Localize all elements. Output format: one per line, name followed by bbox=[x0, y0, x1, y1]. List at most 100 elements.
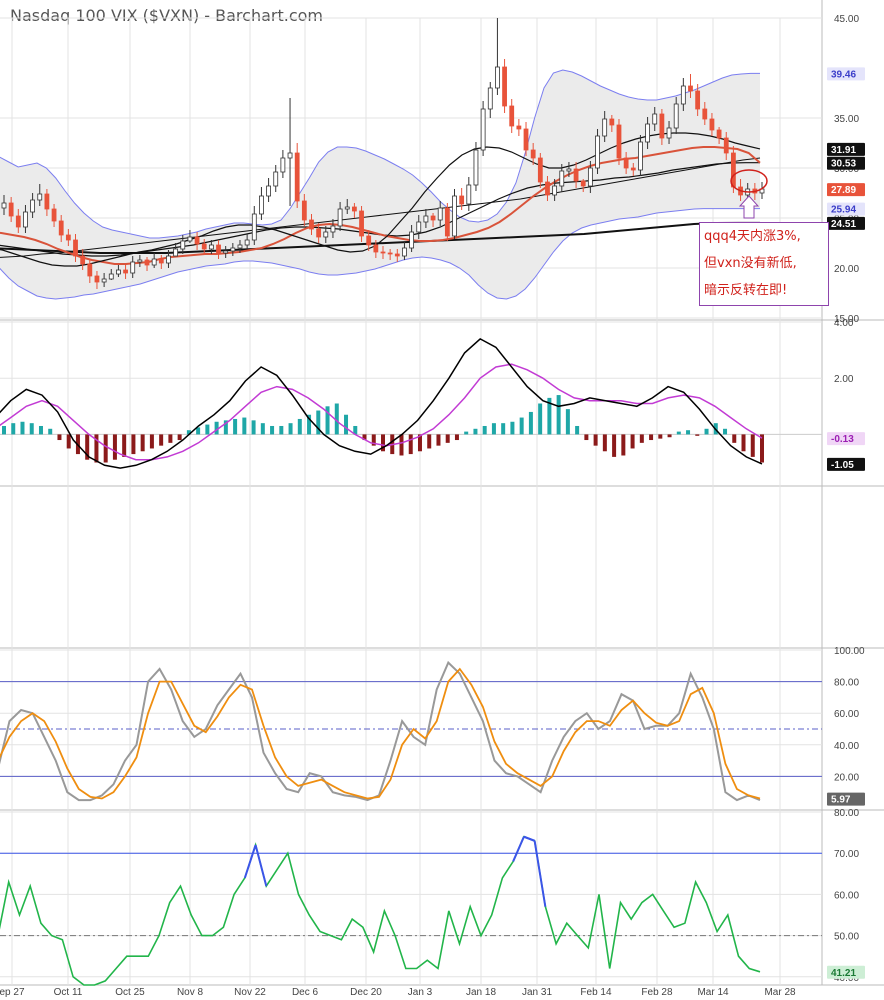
candle-body bbox=[559, 170, 565, 187]
macd-histogram-bar bbox=[454, 434, 459, 441]
macd-histogram-bar bbox=[131, 434, 136, 455]
stochastic-tick-label: 60.00 bbox=[834, 709, 859, 720]
candle-body bbox=[266, 185, 271, 197]
rsi-overbought-segment bbox=[254, 844, 268, 887]
macd-histogram-bar bbox=[344, 414, 349, 435]
x-tick-label: Dec 20 bbox=[350, 987, 382, 998]
candle-body bbox=[645, 123, 650, 143]
candle-body bbox=[15, 215, 21, 228]
candle-body bbox=[316, 228, 322, 238]
candle-body bbox=[416, 221, 422, 233]
annotation-arrow bbox=[738, 195, 760, 219]
candle-body bbox=[151, 258, 157, 266]
candle-body bbox=[616, 124, 622, 159]
macd-histogram-bar bbox=[732, 434, 737, 443]
macd-histogram-bar bbox=[686, 430, 691, 435]
rsi-overbought-segment bbox=[512, 836, 525, 862]
macd-histogram-bar bbox=[473, 428, 478, 435]
last-value-label: 25.94 bbox=[831, 205, 856, 216]
macd-histogram-bar bbox=[602, 434, 607, 452]
macd-histogram-bar bbox=[205, 424, 210, 435]
candle-body bbox=[487, 87, 493, 110]
candle-body bbox=[180, 240, 186, 250]
candle-body bbox=[409, 231, 415, 249]
candle-body bbox=[337, 208, 343, 227]
candle-body bbox=[216, 244, 221, 254]
candle-body bbox=[94, 275, 100, 283]
candle-body bbox=[130, 261, 136, 274]
candle-body bbox=[695, 90, 701, 110]
annotation-box: qqq4天内涨3%, 但vxn没有新低, 暗示反转在即! bbox=[699, 222, 829, 306]
candle-body bbox=[688, 85, 693, 92]
macd-histogram-bar bbox=[575, 425, 580, 435]
candle-body bbox=[58, 220, 64, 236]
candle-body bbox=[323, 231, 329, 238]
macd-histogram-bar bbox=[48, 428, 53, 435]
macd-histogram-bar bbox=[371, 434, 376, 446]
candle-body bbox=[251, 213, 257, 241]
candle-body bbox=[602, 118, 608, 137]
candle-body bbox=[509, 105, 515, 127]
macd-tick-label: 4.00 bbox=[834, 318, 854, 329]
macd-histogram-bar bbox=[427, 434, 432, 449]
annotation-line-1: qqq4天内涨3%, bbox=[704, 229, 801, 244]
candle-body bbox=[566, 168, 572, 172]
x-tick-label: Nov 8 bbox=[177, 987, 204, 998]
candle-body bbox=[466, 184, 472, 205]
macd-histogram-bar bbox=[621, 434, 626, 456]
x-tick-label: Dec 6 bbox=[292, 987, 319, 998]
candle-body bbox=[609, 118, 615, 126]
macd-histogram-bar bbox=[491, 423, 496, 435]
candle-body bbox=[287, 152, 293, 159]
rsi-tick-label: 80.00 bbox=[834, 808, 859, 819]
x-tick-label: Oct 11 bbox=[54, 987, 83, 998]
macd-histogram-bar bbox=[38, 425, 43, 435]
candle-body bbox=[244, 239, 250, 246]
last-value-badge bbox=[827, 156, 865, 170]
candle-body bbox=[73, 239, 78, 257]
candle-body bbox=[580, 180, 586, 187]
macd-histogram-bar bbox=[279, 425, 284, 435]
candle-body bbox=[480, 108, 486, 151]
price-tick-label: 45.00 bbox=[834, 14, 859, 25]
candle-body bbox=[116, 269, 121, 275]
candle-body bbox=[309, 219, 314, 230]
macd-histogram-bar bbox=[399, 434, 404, 456]
last-value-badge bbox=[827, 965, 865, 979]
rsi-line bbox=[0, 835, 761, 986]
macd-histogram-bar bbox=[353, 425, 358, 435]
moving-average-line bbox=[0, 221, 760, 254]
candle-body bbox=[709, 118, 715, 131]
candle-body bbox=[666, 127, 672, 139]
macd-histogram-bar bbox=[334, 403, 339, 435]
candle-body bbox=[208, 244, 214, 250]
rsi-tick-label: 50.00 bbox=[834, 932, 859, 943]
candle-body bbox=[294, 152, 300, 202]
macd-histogram-bar bbox=[464, 431, 469, 435]
macd-histogram-bar bbox=[57, 434, 62, 441]
last-value-label: 27.89 bbox=[831, 185, 856, 196]
candle-body bbox=[495, 66, 500, 89]
macd-histogram-bar bbox=[2, 425, 6, 435]
candle-body bbox=[623, 157, 629, 169]
rsi-overbought-segment bbox=[243, 844, 257, 879]
candle-body bbox=[573, 168, 579, 182]
candle-body bbox=[437, 207, 443, 221]
stochastic-d-line bbox=[0, 667, 761, 800]
stochastic-tick-label: 80.00 bbox=[834, 678, 859, 689]
candle-body bbox=[652, 113, 658, 125]
macd-histogram-bar bbox=[260, 423, 265, 435]
macd-histogram-bar bbox=[140, 434, 145, 452]
macd-histogram-bar bbox=[649, 434, 654, 441]
macd-histogram-bar bbox=[704, 428, 709, 435]
candle-body bbox=[201, 243, 207, 250]
last-value-badge bbox=[827, 67, 865, 81]
macd-histogram-bar bbox=[103, 434, 108, 463]
annotation-line-3: 暗示反转在即! bbox=[704, 283, 788, 298]
stochastic-tick-label: 20.00 bbox=[834, 772, 859, 783]
candle-body bbox=[166, 255, 171, 264]
candle-body bbox=[587, 167, 593, 187]
macd-histogram-bar bbox=[242, 417, 247, 435]
macd-histogram-bar bbox=[723, 428, 728, 435]
candle-body bbox=[44, 193, 50, 210]
